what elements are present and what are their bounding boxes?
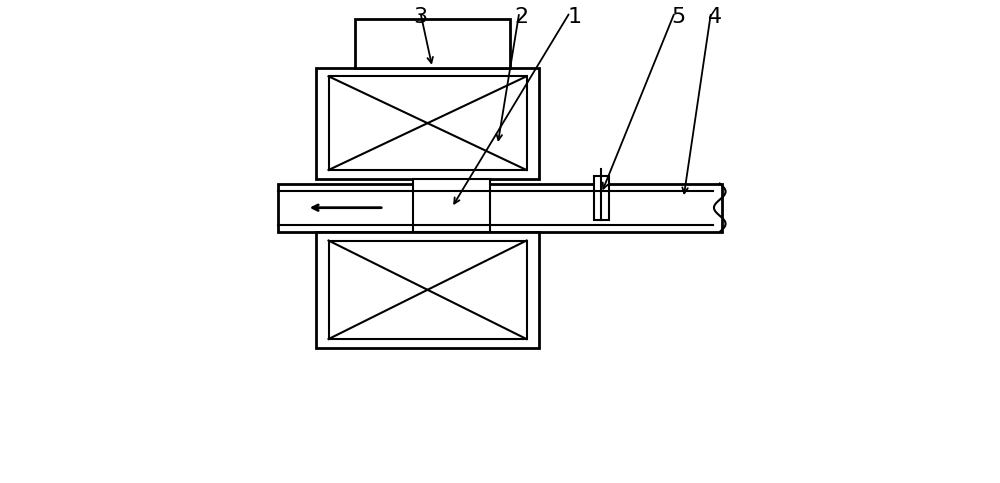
Text: 4: 4 (708, 7, 722, 27)
Bar (278, 184, 722, 232)
Bar (316, 68, 539, 179)
Bar (413, 179, 490, 232)
Bar (316, 232, 539, 348)
Text: 2: 2 (515, 7, 529, 27)
Bar (594, 176, 609, 220)
Bar (329, 241, 527, 339)
Bar (329, 76, 527, 170)
Text: 5: 5 (672, 7, 686, 27)
Text: 3: 3 (413, 7, 427, 27)
Text: 1: 1 (568, 7, 582, 27)
Bar (355, 19, 510, 68)
